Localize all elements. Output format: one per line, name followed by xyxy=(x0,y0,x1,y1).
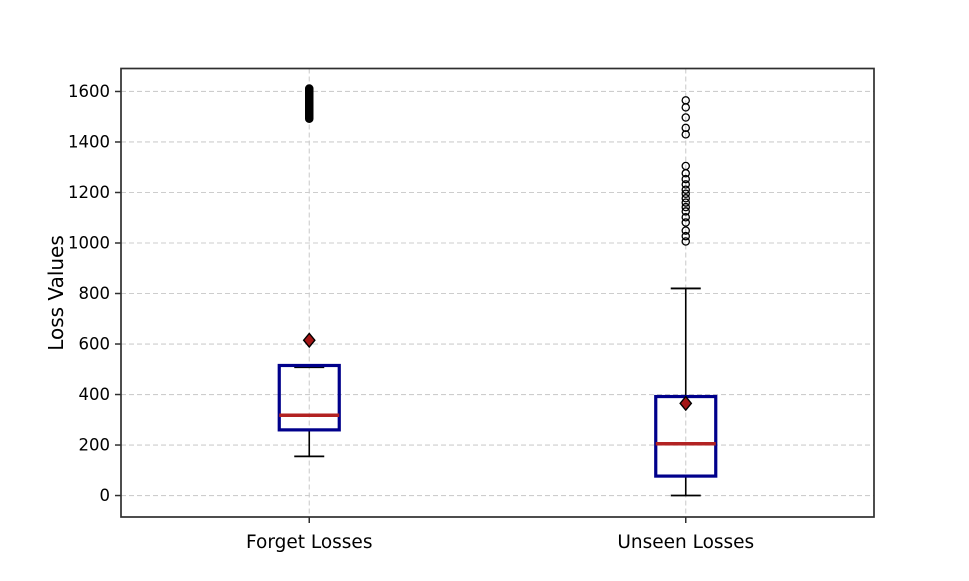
y-tick-label: 1200 xyxy=(68,183,110,202)
outlier-point-unseen-losses xyxy=(681,202,691,212)
outlier-point-unseen-losses xyxy=(681,169,691,178)
y-tick-label: 0 xyxy=(100,486,111,505)
y-tick-label: 800 xyxy=(79,284,111,303)
box-forget-losses xyxy=(277,363,341,432)
outlier-point-unseen-losses xyxy=(681,180,691,189)
x-tick-label: Unseen Losses xyxy=(617,532,754,553)
outlier-point-unseen-losses xyxy=(681,194,691,203)
outlier-point-unseen-losses xyxy=(681,113,691,122)
outlier-point-forget-losses xyxy=(304,114,314,124)
outlier-point-unseen-losses xyxy=(681,185,691,194)
outlier-point-unseen-losses xyxy=(681,218,691,227)
outlier-point-unseen-losses xyxy=(681,207,691,216)
outlier-point-unseen-losses xyxy=(681,231,691,241)
y-tick-label: 1000 xyxy=(68,234,110,253)
y-tick-label: 600 xyxy=(79,335,111,354)
y-tick-label: 200 xyxy=(79,436,111,455)
y-tick-label: 1400 xyxy=(68,132,110,151)
outlier-point-unseen-losses xyxy=(681,130,691,139)
mean-marker-unseen-losses xyxy=(679,395,693,412)
outlier-point-unseen-losses xyxy=(681,198,691,207)
outlier-point-unseen-losses xyxy=(681,237,691,246)
y-axis-title: Loss Values xyxy=(44,235,68,351)
outlier-point-unseen-losses xyxy=(681,103,691,112)
x-tick-label: Forget Losses xyxy=(246,532,372,553)
outlier-point-unseen-losses xyxy=(681,189,691,199)
outlier-point-unseen-losses xyxy=(681,212,691,222)
y-tick-label: 400 xyxy=(79,385,111,404)
outlier-point-unseen-losses xyxy=(681,174,691,184)
plot-border xyxy=(120,67,875,518)
outlier-point-unseen-losses xyxy=(681,226,691,235)
mean-marker-forget-losses xyxy=(302,332,316,349)
y-tick-label: 1600 xyxy=(68,82,110,101)
